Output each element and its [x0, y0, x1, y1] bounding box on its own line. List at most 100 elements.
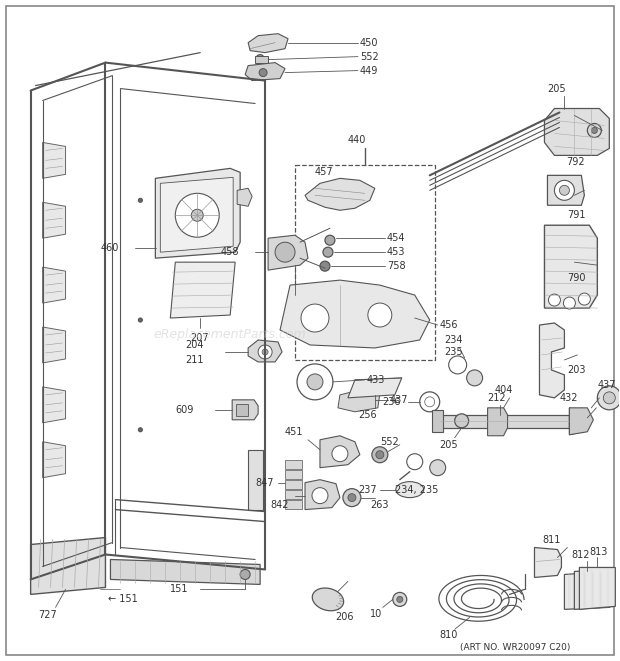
- Polygon shape: [237, 188, 252, 206]
- Text: 460: 460: [100, 243, 119, 253]
- Text: 10: 10: [370, 609, 382, 619]
- Circle shape: [430, 459, 446, 476]
- Text: 792: 792: [567, 157, 585, 167]
- Circle shape: [578, 293, 590, 305]
- Polygon shape: [544, 108, 609, 155]
- Ellipse shape: [312, 588, 343, 611]
- Polygon shape: [285, 470, 302, 479]
- Circle shape: [559, 185, 569, 195]
- Text: 552: 552: [380, 437, 399, 447]
- Text: 433: 433: [367, 375, 385, 385]
- Text: 458: 458: [220, 247, 239, 257]
- Circle shape: [240, 570, 250, 580]
- Text: 811: 811: [542, 535, 561, 545]
- Polygon shape: [255, 56, 268, 63]
- Polygon shape: [569, 408, 593, 435]
- Polygon shape: [43, 267, 66, 303]
- Polygon shape: [487, 408, 508, 436]
- Circle shape: [323, 247, 333, 257]
- Circle shape: [554, 180, 574, 200]
- Polygon shape: [285, 490, 302, 498]
- Polygon shape: [285, 480, 302, 488]
- Polygon shape: [43, 202, 66, 238]
- Polygon shape: [320, 436, 360, 468]
- Circle shape: [376, 451, 384, 459]
- Polygon shape: [338, 390, 380, 412]
- Circle shape: [275, 242, 295, 262]
- Circle shape: [372, 447, 388, 463]
- Polygon shape: [161, 177, 233, 253]
- Text: 440: 440: [348, 136, 366, 145]
- Polygon shape: [432, 410, 443, 432]
- Circle shape: [564, 297, 575, 309]
- Polygon shape: [547, 175, 585, 206]
- Circle shape: [368, 303, 392, 327]
- Text: 457: 457: [315, 167, 334, 177]
- Polygon shape: [236, 404, 248, 416]
- Text: 437: 437: [390, 395, 409, 405]
- Circle shape: [258, 345, 272, 359]
- Circle shape: [603, 392, 615, 404]
- Polygon shape: [43, 387, 66, 423]
- Circle shape: [332, 446, 348, 461]
- Text: 205: 205: [547, 83, 566, 94]
- Text: 790: 790: [567, 273, 586, 283]
- Polygon shape: [574, 570, 613, 609]
- Text: 237: 237: [358, 485, 376, 494]
- Text: 234: 234: [445, 335, 463, 345]
- Text: 207: 207: [190, 333, 209, 343]
- Circle shape: [343, 488, 361, 506]
- Circle shape: [191, 210, 203, 221]
- Text: 234, 235: 234, 235: [395, 485, 438, 494]
- Polygon shape: [579, 567, 615, 609]
- Text: 204: 204: [185, 340, 204, 350]
- Circle shape: [138, 428, 143, 432]
- Text: ← 151: ← 151: [108, 594, 138, 604]
- Circle shape: [259, 69, 267, 77]
- Text: 211: 211: [185, 355, 204, 365]
- Polygon shape: [285, 500, 302, 508]
- Circle shape: [312, 488, 328, 504]
- Polygon shape: [348, 378, 402, 398]
- Polygon shape: [110, 559, 260, 584]
- Polygon shape: [534, 547, 562, 578]
- Text: 151: 151: [170, 584, 189, 594]
- Text: 432: 432: [559, 393, 578, 403]
- Text: 235: 235: [445, 347, 463, 357]
- Circle shape: [138, 198, 143, 202]
- Polygon shape: [305, 480, 340, 510]
- Text: 205: 205: [440, 440, 458, 449]
- Circle shape: [591, 128, 597, 134]
- Polygon shape: [544, 225, 597, 308]
- Circle shape: [393, 592, 407, 606]
- Text: 437: 437: [597, 380, 616, 390]
- Circle shape: [256, 55, 264, 63]
- Text: 404: 404: [495, 385, 513, 395]
- Polygon shape: [232, 400, 258, 420]
- Text: 791: 791: [567, 210, 586, 220]
- Text: 453: 453: [387, 247, 405, 257]
- Circle shape: [467, 370, 482, 386]
- Polygon shape: [170, 262, 235, 318]
- Text: 206: 206: [335, 612, 353, 623]
- Circle shape: [138, 318, 143, 322]
- Text: 812: 812: [572, 551, 590, 561]
- Circle shape: [175, 193, 219, 237]
- Polygon shape: [30, 537, 105, 594]
- Text: 842: 842: [270, 500, 288, 510]
- Circle shape: [262, 349, 268, 355]
- Polygon shape: [440, 415, 569, 428]
- Text: 256: 256: [358, 410, 376, 420]
- Circle shape: [307, 374, 323, 390]
- Polygon shape: [539, 323, 564, 398]
- Text: 451: 451: [285, 427, 304, 437]
- Polygon shape: [248, 449, 263, 510]
- Circle shape: [549, 294, 560, 306]
- Text: 810: 810: [440, 631, 458, 641]
- Circle shape: [301, 304, 329, 332]
- Polygon shape: [280, 280, 430, 348]
- Polygon shape: [156, 169, 240, 258]
- Text: 236: 236: [382, 397, 401, 407]
- Text: 449: 449: [360, 65, 378, 75]
- Text: 813: 813: [590, 547, 608, 557]
